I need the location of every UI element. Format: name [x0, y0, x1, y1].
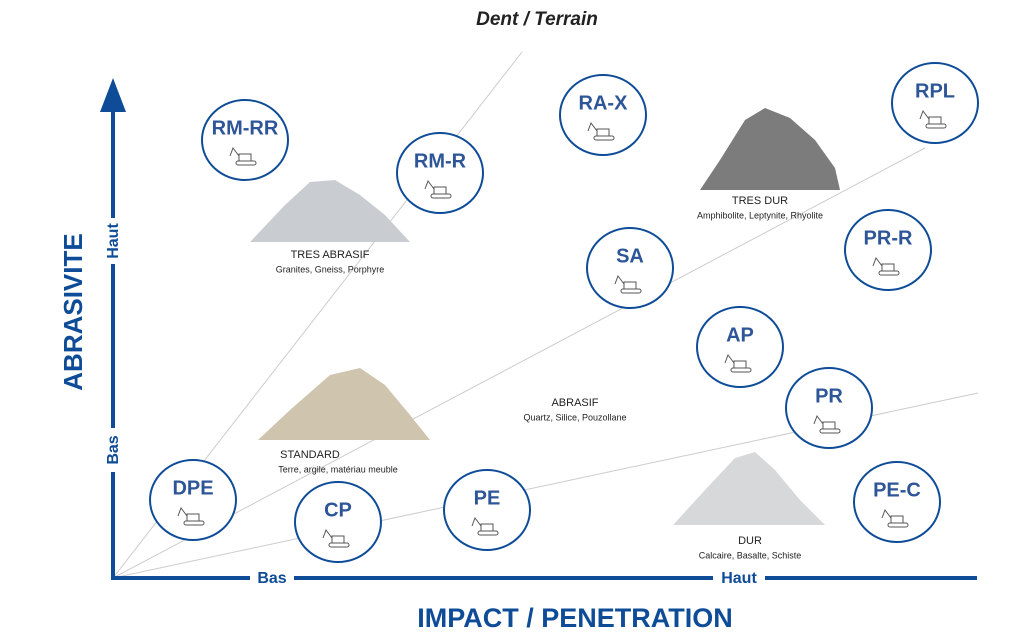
icon-track — [477, 530, 499, 536]
icon-arm — [881, 508, 892, 519]
node-label: PE — [474, 487, 501, 509]
machine-icon — [881, 508, 909, 528]
machine-icon — [724, 353, 752, 373]
icon-arm — [919, 109, 930, 120]
machine-icon — [322, 528, 350, 548]
node-circle — [844, 209, 932, 291]
node-label: RM-RR — [212, 117, 279, 139]
node: RA-X — [559, 74, 647, 156]
node: DPE — [149, 459, 237, 541]
icon-track — [620, 288, 642, 294]
material-name: TRES DUR — [732, 195, 788, 207]
machine-icon — [424, 179, 452, 199]
x-high: Haut — [721, 570, 757, 587]
icon-arm — [587, 121, 598, 132]
material-name: DUR — [738, 535, 762, 547]
node-label: PR-R — [864, 227, 913, 249]
icon-track — [878, 270, 900, 276]
material-name: STANDARD — [280, 449, 340, 461]
material-examples: Quartz, Silice, Pouzollane — [523, 412, 626, 422]
node: PE — [443, 469, 531, 551]
icon-arm — [424, 179, 435, 190]
node-label: PR — [815, 385, 843, 407]
icon-arm — [724, 353, 735, 364]
machine-icon — [614, 274, 642, 294]
node-circle — [149, 459, 237, 541]
node: RM-R — [396, 132, 484, 214]
node-label: AP — [726, 324, 754, 346]
icon-track — [925, 123, 947, 129]
node-circle — [785, 367, 873, 449]
node: PR — [785, 367, 873, 449]
x-axis-label: IMPACT / PENETRATION — [417, 603, 733, 633]
icon-arm — [177, 506, 188, 517]
icon-track — [887, 522, 909, 528]
node: CP — [294, 481, 382, 563]
x-low: Bas — [257, 570, 286, 587]
machine-icon — [229, 146, 257, 166]
node-circle — [891, 62, 979, 144]
machine-icon — [813, 414, 841, 434]
node-circle — [586, 227, 674, 309]
pile-standard — [258, 368, 430, 440]
title: Dent / Terrain — [476, 9, 598, 30]
node-label: PE-C — [873, 479, 921, 501]
node: PR-R — [844, 209, 932, 291]
machine-icon — [471, 516, 499, 536]
node-circle — [443, 469, 531, 551]
node: RPL — [891, 62, 979, 144]
icon-track — [819, 428, 841, 434]
node-label: RM-R — [414, 150, 467, 172]
node-circle — [853, 461, 941, 543]
machine-icon — [587, 121, 615, 141]
machine-icon — [919, 109, 947, 129]
node-circle — [294, 481, 382, 563]
node-label: RPL — [915, 80, 955, 102]
machine-icon — [872, 256, 900, 276]
node: PE-C — [853, 461, 941, 543]
node-circle — [396, 132, 484, 214]
node-circle — [559, 74, 647, 156]
icon-track — [328, 542, 350, 548]
material-name: ABRASIF — [551, 397, 598, 409]
node-circle — [201, 99, 289, 181]
icon-arm — [614, 274, 625, 285]
icon-arm — [813, 414, 824, 425]
y-axis-label: ABRASIVITE — [58, 233, 88, 390]
machine-icon — [177, 506, 205, 526]
icon-track — [183, 520, 205, 526]
icon-arm — [322, 528, 333, 539]
icon-track — [730, 367, 752, 373]
icon-arm — [471, 516, 482, 527]
material-examples: Terre, argile, matériau meuble — [278, 464, 398, 474]
pile-tres-dur — [700, 108, 840, 190]
icon-track — [593, 135, 615, 141]
y-low: Bas — [105, 435, 122, 464]
node-label: SA — [616, 245, 644, 267]
material-examples: Amphibolite, Leptynite, Rhyolite — [697, 210, 823, 220]
node-label: DPE — [172, 477, 213, 499]
node: SA — [586, 227, 674, 309]
y-high: Haut — [105, 223, 122, 259]
material-examples: Calcaire, Basalte, Schiste — [699, 550, 802, 560]
icon-arm — [229, 146, 240, 157]
node-label: CP — [324, 499, 352, 521]
icon-arm — [872, 256, 883, 267]
node-label: RA-X — [579, 92, 629, 114]
node: AP — [696, 306, 784, 388]
pile-tres-abrasif — [250, 180, 410, 242]
material-name: TRES ABRASIF — [291, 249, 370, 261]
node-circle — [696, 306, 784, 388]
material-examples: Granites, Gneiss, Porphyre — [276, 264, 385, 274]
node: RM-RR — [201, 99, 289, 181]
icon-track — [235, 160, 257, 166]
pile-dur — [673, 452, 825, 525]
icon-track — [430, 193, 452, 199]
